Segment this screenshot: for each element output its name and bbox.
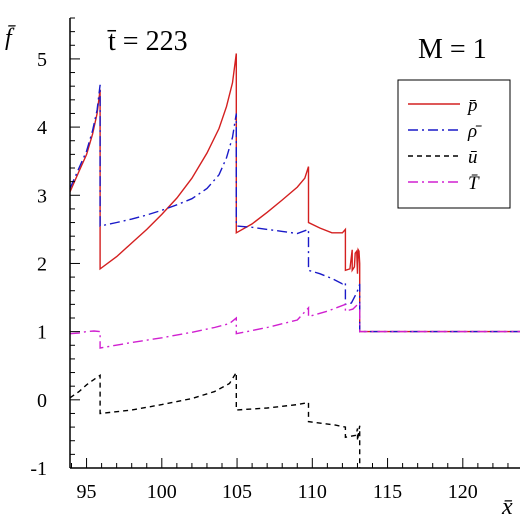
y-tick-label: 1 [37,322,47,344]
series-line-2 [69,370,361,468]
series-layer [69,53,520,468]
y-tick-label: 3 [37,185,47,207]
mach-annotation: M = 1 [418,34,487,65]
y-tick-label: 4 [37,117,47,139]
y-tick-label: -1 [30,458,47,480]
x-tick-label: 105 [222,481,252,503]
legend: p̄ρ̄ūT̄ [397,79,511,209]
series-line-1 [69,84,520,333]
x-tick-label: 100 [147,481,177,503]
axes-layer: -1 0 1 2 3 4 5 95 100 105 110 115 120 [30,17,520,503]
legend-label-0: p̄ [466,95,478,116]
x-tick-label: 95 [77,481,97,503]
time-annotation: t̄ = 223 [107,26,188,57]
x-tick-label: 110 [298,481,327,503]
x-axis-label: x̄ [501,494,513,520]
legend-label-2: ū [468,147,478,168]
y-tick-label: 2 [37,253,47,275]
y-tick-label: 0 [37,390,47,412]
x-tick-label: 120 [448,481,478,503]
legend-label-3: T̄ [468,173,480,194]
x-tick-label: 115 [373,481,402,503]
series-line-3 [69,302,520,349]
y-axis-label: f̄ [5,25,16,51]
series-line-0 [69,53,520,333]
legend-box [397,79,511,209]
y-tick-label: 5 [37,49,47,71]
